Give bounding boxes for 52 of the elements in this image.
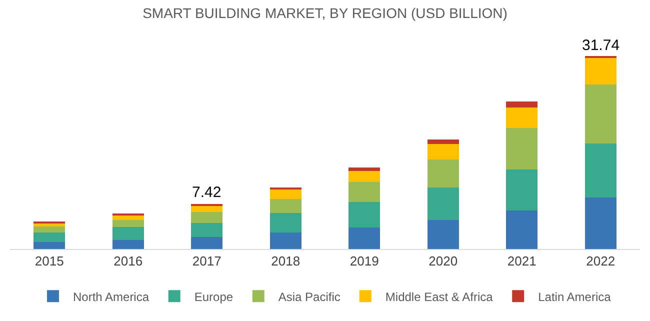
bar [348, 168, 380, 172]
bar [112, 227, 144, 240]
bar [34, 242, 66, 249]
legend-label: North America [73, 290, 150, 304]
bar [348, 171, 380, 182]
bar [584, 84, 616, 144]
annotation: 31.74 [582, 37, 620, 54]
bar [270, 213, 302, 232]
bar [584, 58, 616, 85]
bar [506, 101, 538, 108]
bar [584, 144, 616, 198]
bar [506, 108, 538, 128]
bar [348, 227, 380, 249]
bar [191, 206, 223, 212]
bar [191, 222, 223, 238]
bar [348, 182, 380, 202]
x-tick-label: 2018 [271, 254, 300, 269]
x-tick-label: 2022 [586, 254, 616, 269]
bar [348, 202, 380, 228]
x-tick-label: 2021 [507, 254, 536, 269]
bar [427, 160, 459, 188]
bar [506, 170, 538, 210]
x-tick-label: 2015 [34, 254, 64, 269]
bar [427, 139, 459, 144]
bar [506, 210, 538, 249]
bar [112, 220, 144, 228]
legend-label: Middle East & Africa [385, 290, 494, 304]
bar [270, 232, 302, 249]
x-tick-label: 2017 [192, 254, 222, 269]
bar [112, 240, 144, 249]
x-tick-label: 2019 [350, 254, 379, 269]
legend-label: Latin America [538, 290, 612, 304]
bar [191, 204, 223, 206]
bar [270, 198, 302, 214]
bar [34, 232, 66, 242]
bar [427, 220, 459, 249]
bar [584, 197, 616, 249]
bar [506, 128, 538, 170]
bar [112, 216, 144, 220]
annotation: 7.42 [192, 184, 222, 201]
x-tick-label: 2020 [428, 254, 458, 269]
bar [191, 237, 223, 249]
bar [427, 187, 459, 220]
chart-title: SMART BUILDING MARKET, BY REGION (USD BILLION) [142, 4, 508, 21]
legend-label: Europe [194, 290, 234, 304]
bar [270, 190, 302, 199]
bar [427, 144, 459, 160]
bar [34, 223, 66, 226]
legend-label: Asia Pacific [278, 290, 340, 304]
bar [34, 226, 66, 232]
x-tick-label: 2016 [114, 254, 143, 269]
bar [191, 212, 223, 223]
